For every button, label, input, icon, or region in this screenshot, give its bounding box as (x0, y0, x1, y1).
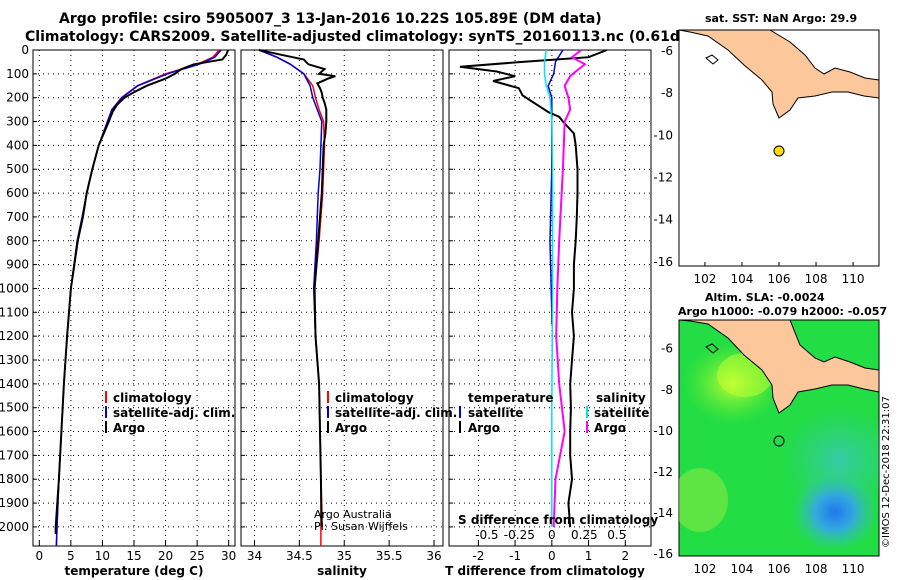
imos-timestamp: ©IMOS 12-Dec-2018 22:31:07 (881, 396, 892, 548)
x-tick-label: 15 (126, 549, 141, 563)
s-diff-tick-label: 0 (548, 528, 556, 542)
x-tick-label: 34 (247, 549, 262, 563)
map-top-title: sat. SST: NaN Argo: 29.9 (705, 12, 858, 25)
salinity-axis-label: salinity (317, 564, 367, 578)
t-difference-axis-label: T difference from climatology (445, 564, 645, 578)
legend-temp-argo-label: Argo (468, 421, 500, 435)
legend-temp-satellite-label: satellite (468, 406, 523, 420)
depth-tick-label: 1300 (0, 353, 29, 367)
credit-line1: Argo Australia (314, 508, 392, 521)
series-line-salinity-argo (552, 49, 587, 527)
s-diff-tick-label: -0.5 (475, 528, 498, 542)
plot-title-line1: Argo profile: csiro 5905007_3 13-Jan-201… (59, 11, 602, 27)
x-tick-label: 35.5 (376, 549, 403, 563)
depth-tick-label: 1600 (0, 425, 29, 439)
depth-tick-label: 900 (6, 258, 29, 272)
temperature-panel-frame (32, 49, 236, 547)
map-bottom-title-2: Argo h1000: -0.079 h2000: -0.057 (678, 305, 888, 318)
x-tick-label: 0 (35, 549, 43, 563)
x-tick-label: 35 (337, 549, 352, 563)
x-tick-label: 30 (221, 549, 236, 563)
depth-tick-label: 1200 (0, 329, 29, 343)
depth-tick-label: 800 (6, 234, 29, 248)
map-bottom-title-1: Altim. SLA: -0.0024 (705, 291, 825, 304)
salinity-panel-frame (240, 49, 444, 547)
s-diff-tick-label: -0.25 (504, 528, 535, 542)
legend-salinity-header: salinity (596, 391, 646, 405)
temperature-legend: climatology satellite-adj. clim. Argo (105, 391, 235, 435)
legend-sal-argo-label: Argo (594, 421, 626, 435)
series-line-argo (54, 49, 230, 535)
depth-tick-label: 1900 (0, 496, 29, 510)
x-tick-label: 10 (95, 549, 110, 563)
x-tick-label: 36 (426, 549, 441, 563)
x-tick-label: 1 (585, 549, 593, 563)
depth-tick-label: 300 (6, 115, 29, 129)
temperature-axis-label: temperature (deg C) (65, 564, 204, 578)
x-tick-label: 20 (158, 549, 173, 563)
depth-tick-label: 1800 (0, 472, 29, 486)
s-diff-tick-label: 0.5 (607, 528, 626, 542)
legend-satellite-label: satellite-adj. clim. (335, 406, 457, 420)
depth-tick-label: 600 (6, 186, 29, 200)
depth-tick-label: 700 (6, 210, 29, 224)
s-diff-tick-label: 0.25 (571, 528, 598, 542)
depth-tick-label: 1700 (0, 448, 29, 462)
x-tick-label: 0 (548, 549, 556, 563)
x-tick-label: 34.5 (286, 549, 313, 563)
legend-temperature-header: temperature (468, 391, 553, 405)
x-tick-label: 2 (621, 549, 629, 563)
difference-legend: temperature satellite Argo salinity sate… (458, 391, 658, 527)
x-tick-label: -2 (472, 549, 484, 563)
series-line-argo (258, 49, 336, 527)
depth-tick-label: 1000 (0, 281, 29, 295)
x-tick-label: 5 (67, 549, 75, 563)
legend-argo-label: Argo (335, 421, 367, 435)
depth-tick-label: 500 (6, 162, 29, 176)
depth-tick-label: 1100 (0, 305, 29, 319)
depth-tick-label: 1400 (0, 377, 29, 391)
series-line-temperature-satellite (547, 49, 564, 325)
depth-tick-label: 100 (6, 67, 29, 81)
legend-climatology-label: climatology (335, 391, 414, 405)
x-tick-label: 25 (189, 549, 204, 563)
series-line-temperature-argo (459, 49, 608, 527)
legend-satellite-label: satellite-adj. clim. (113, 406, 235, 420)
legend-argo-label: Argo (113, 421, 145, 435)
difference-panel-frame (448, 49, 652, 547)
credit-line2: PI: Susan Wijffels (314, 520, 408, 533)
depth-tick-label: 200 (6, 91, 29, 105)
plot-title-line2: Climatology: CARS2009. Satellite-adjuste… (25, 29, 743, 45)
x-tick-label: -1 (509, 549, 521, 563)
legend-sal-satellite-label: satellite (594, 406, 649, 420)
depth-tick-label: 400 (6, 138, 29, 152)
depth-tick-label: 2000 (0, 520, 29, 534)
legend-climatology-label: climatology (113, 391, 192, 405)
series-line-salinity-satellite (543, 49, 554, 527)
depth-tick-label: 0 (21, 43, 29, 57)
depth-tick-label: 1500 (0, 401, 29, 415)
salinity-legend: climatology satellite-adj. clim. Argo Ar… (314, 391, 457, 533)
s-difference-label: S difference from climatology (458, 513, 658, 527)
